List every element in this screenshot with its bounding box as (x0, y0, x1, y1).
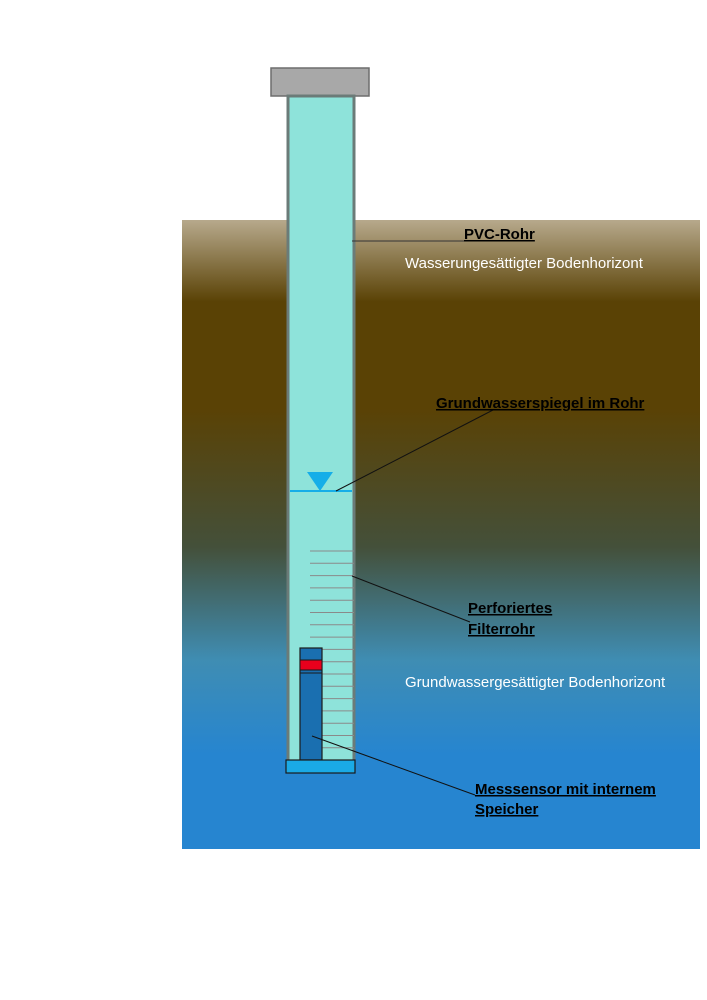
label-pvc-pipe: PVC-Rohr (464, 226, 535, 243)
label-sensor-line2: Speicher (475, 801, 539, 818)
label-filter-line2: Filterrohr (468, 621, 535, 638)
sensor-band (300, 660, 322, 670)
pipe-cap (271, 68, 369, 96)
base-plate (286, 760, 355, 773)
soil-profile (182, 220, 700, 849)
label-filter-line1: Perforiertes (468, 600, 552, 617)
label-water-level: Grundwasserspiegel im Rohr (436, 395, 645, 412)
label-sensor-line1: Messsensor mit internem (475, 781, 656, 798)
label-saturated-zone: Grundwassergesättigter Bodenhorizont (405, 674, 666, 691)
label-unsaturated-zone: Wasserungesättigter Bodenhorizont (405, 255, 644, 272)
